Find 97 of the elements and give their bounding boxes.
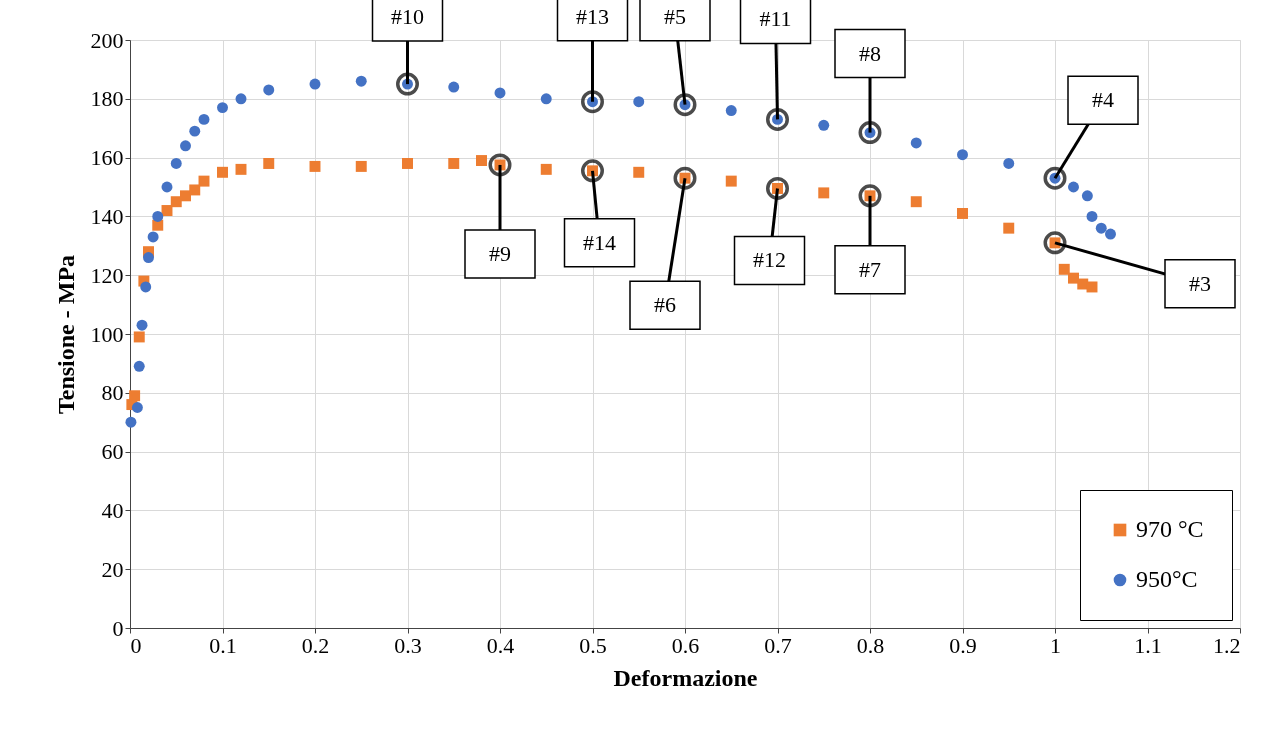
x-tick-label: 0.1 [209, 632, 237, 658]
point [309, 78, 321, 90]
x-axis-title: Deformazione [613, 664, 758, 691]
legend-label: 970 °C [1136, 516, 1204, 542]
legend-label: 950°C [1136, 566, 1198, 592]
point [818, 187, 830, 199]
point [1095, 222, 1107, 234]
x-tick-label: 1.1 [1134, 632, 1162, 658]
point [170, 158, 182, 169]
point [1086, 281, 1098, 293]
point [217, 166, 228, 178]
point [309, 160, 321, 172]
point [125, 416, 137, 428]
point [263, 158, 275, 169]
point [1081, 190, 1093, 202]
y-tick-label: 80 [101, 380, 124, 406]
y-tick-label: 160 [90, 145, 124, 171]
point [1086, 210, 1098, 222]
annotation: #8 [859, 40, 881, 66]
annotation: #5 [664, 3, 686, 29]
annotation: #13 [576, 3, 609, 29]
point [152, 210, 164, 222]
point [1068, 272, 1079, 284]
point [189, 184, 201, 196]
point [633, 166, 645, 178]
annotation: #3 [1189, 270, 1211, 296]
point [910, 196, 922, 208]
y-tick-label: 0 [112, 615, 124, 641]
x-tick-label: 0.5 [579, 632, 607, 658]
point [355, 160, 367, 172]
point [143, 252, 154, 264]
point [448, 158, 460, 169]
point [633, 96, 645, 108]
x-tick-label: 0.6 [671, 632, 700, 658]
point [189, 125, 201, 137]
point [725, 175, 737, 187]
point [180, 190, 191, 202]
point [1068, 181, 1079, 193]
x-tick-label: 0.3 [394, 632, 422, 658]
annotation: #10 [391, 4, 424, 30]
point [448, 81, 460, 93]
y-tick-label: 100 [90, 321, 124, 347]
point [198, 113, 210, 125]
y-axis-title: Tensione - MPa [52, 254, 79, 415]
point [170, 196, 182, 208]
point [131, 402, 143, 413]
x-tick-label: 1.2 [1213, 632, 1241, 658]
annotation: #12 [753, 247, 786, 273]
y-tick-label: 20 [101, 556, 124, 582]
x-tick-label: 0.9 [949, 632, 977, 658]
point [494, 87, 506, 99]
x-tick-label: 0.7 [764, 632, 792, 658]
annotation: #7 [859, 256, 881, 282]
point [136, 319, 148, 331]
y-tick-label: 40 [101, 497, 124, 523]
annotation: #6 [654, 292, 676, 318]
annotation: #9 [489, 240, 511, 266]
y-tick-label: 180 [90, 86, 124, 112]
point [152, 219, 164, 231]
annotation: #4 [1092, 87, 1114, 113]
point [1003, 158, 1015, 169]
point [402, 158, 413, 169]
x-tick-label: 0.2 [301, 632, 330, 658]
annotation: #11 [759, 6, 792, 32]
x-tick-label: 0 [130, 632, 142, 658]
y-tick-label: 60 [101, 439, 124, 465]
point [235, 93, 247, 105]
point [957, 149, 968, 161]
point [957, 207, 968, 219]
y-tick-label: 140 [90, 203, 124, 229]
point [818, 119, 830, 131]
point [1058, 263, 1070, 275]
point [133, 331, 145, 343]
point [263, 84, 275, 96]
point [1105, 228, 1116, 240]
y-tick-label: 200 [90, 27, 124, 53]
point [540, 163, 552, 175]
annotation: #14 [583, 229, 616, 255]
point [180, 140, 191, 152]
point [140, 281, 152, 293]
point [1003, 222, 1015, 234]
point [147, 231, 159, 243]
x-tick-label: 0.8 [856, 632, 885, 658]
point [235, 163, 247, 175]
point [910, 137, 922, 149]
point [725, 105, 737, 117]
point [355, 75, 367, 87]
point [198, 175, 210, 187]
point [129, 390, 141, 402]
point [217, 102, 228, 114]
x-tick-label: 0.4 [486, 632, 515, 658]
point [161, 181, 173, 193]
x-tick-label: 1 [1050, 632, 1061, 658]
point [540, 93, 552, 105]
point [133, 360, 145, 372]
y-tick-label: 120 [90, 262, 124, 288]
point [476, 155, 487, 167]
